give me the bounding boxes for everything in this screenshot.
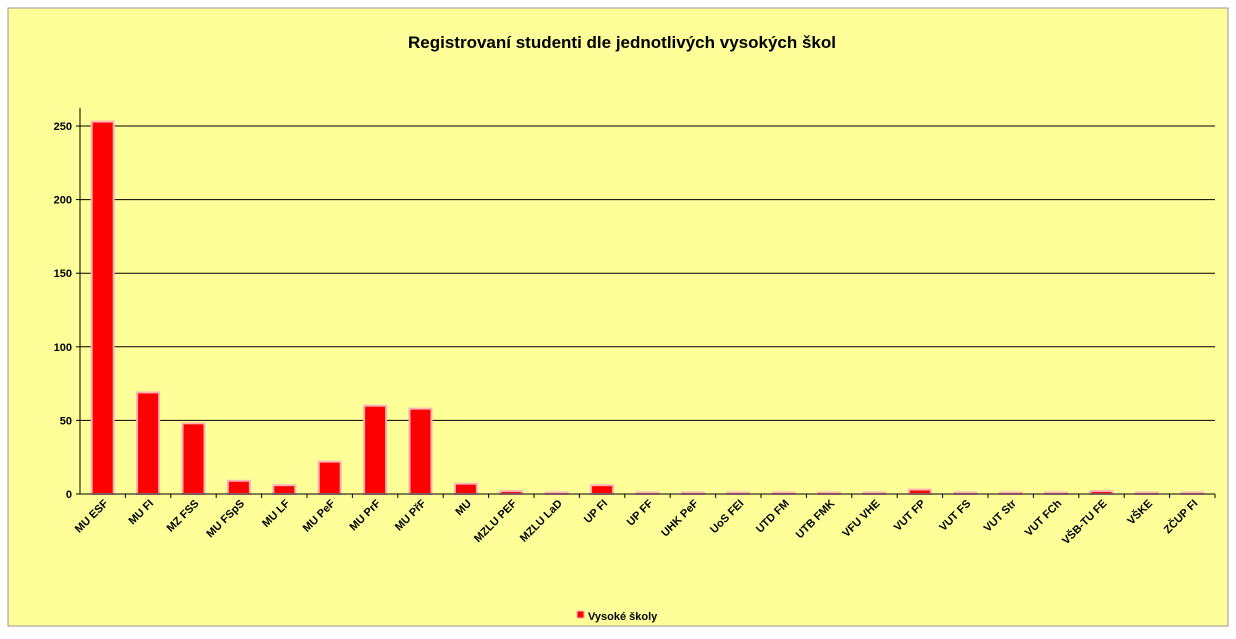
bar xyxy=(90,120,115,495)
bar xyxy=(453,482,478,496)
legend-label: Vysoké školy xyxy=(588,611,658,623)
bar xyxy=(136,391,161,496)
bar xyxy=(590,484,615,495)
y-tick-label: 200 xyxy=(54,195,72,207)
bar xyxy=(907,488,932,496)
chart-title: Registrovaní studenti dle jednotlivých v… xyxy=(408,33,836,52)
chart-background xyxy=(7,7,1229,627)
y-tick-label: 150 xyxy=(54,268,72,280)
legend-swatch xyxy=(576,610,585,619)
bar xyxy=(408,407,433,495)
y-tick-label: 250 xyxy=(54,121,72,133)
y-tick-label: 100 xyxy=(54,342,72,354)
bar xyxy=(181,422,206,495)
bar xyxy=(272,484,297,495)
bar xyxy=(226,479,251,496)
y-tick-label: 50 xyxy=(60,415,72,427)
y-tick-label: 0 xyxy=(66,489,72,501)
bar xyxy=(317,460,342,495)
bar xyxy=(363,404,388,495)
